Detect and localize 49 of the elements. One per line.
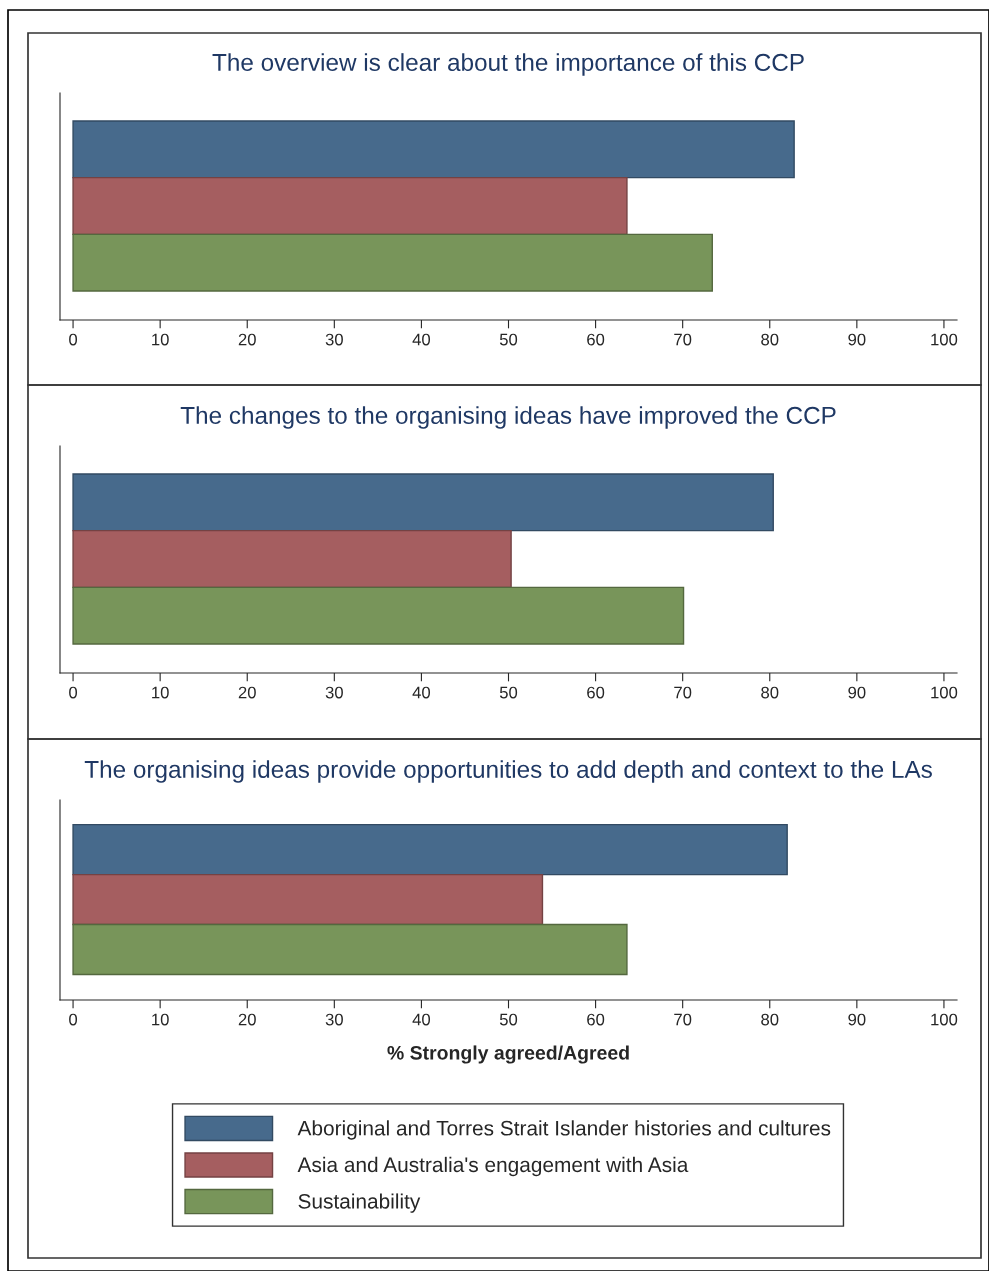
x-tick-label: 60 (587, 1013, 605, 1026)
x-tick-label: 30 (325, 686, 343, 699)
x-tick-label: 80 (761, 333, 779, 346)
x-tick-label: 20 (238, 333, 256, 346)
x-tick-label: 10 (152, 333, 169, 346)
x-tick-label: 0 (69, 333, 78, 346)
x-tick-label: 10 (152, 1013, 169, 1026)
x-tick-label: 70 (674, 1013, 692, 1026)
x-tick-label: 70 (674, 333, 692, 346)
x-tick-label: 0 (69, 686, 78, 699)
x-tick-label: 50 (499, 1013, 518, 1026)
x-tick-label: 40 (412, 1013, 431, 1026)
bar (72, 923, 628, 976)
x-tick-label: 20 (238, 686, 256, 699)
x-tick-label: 50 (499, 333, 518, 346)
x-tick-label: 80 (761, 1013, 779, 1026)
x-tick-label: 80 (761, 686, 779, 699)
x-tick-label: 0 (69, 1013, 78, 1026)
bar (72, 529, 512, 589)
x-tick-label: 30 (325, 1013, 343, 1026)
bar (72, 473, 774, 532)
x-tick-label: 10 (152, 686, 169, 699)
x-tick-label: 60 (587, 686, 605, 699)
x-tick-label: 90 (848, 686, 866, 699)
legend-label: Aboriginal and Torres Strait Islander histories and cultures (297, 1120, 831, 1140)
bar (72, 873, 544, 926)
bar (72, 120, 795, 179)
bar (72, 586, 685, 645)
x-tick-label: 60 (587, 333, 605, 346)
legend-label: Asia and Australia's engagement with Asia (297, 1156, 689, 1177)
x-tick-label: 70 (674, 686, 692, 699)
chart-title: The organising ideas provide opportunities to add depth and context to the LAs (84, 760, 932, 783)
x-tick-label: 90 (848, 1013, 866, 1026)
legend-label: Sustainability (298, 1193, 421, 1213)
x-tick-label: 90 (848, 333, 866, 346)
x-tick-label: 40 (412, 686, 431, 699)
x-axis-title: % Strongly agreed/Agreed (387, 1045, 629, 1064)
chart-title: The changes to the organising ideas have improved the CCP (180, 406, 836, 429)
x-tick-label: 100 (931, 686, 958, 699)
x-tick-label: 50 (499, 686, 518, 699)
bar (72, 176, 628, 236)
bar (72, 823, 788, 876)
chart-title: The overview is clear about the importance of this CCP (212, 53, 804, 76)
x-tick-label: 30 (325, 333, 343, 346)
x-tick-label: 20 (238, 1013, 256, 1026)
x-tick-label: 100 (931, 333, 958, 346)
bar (72, 233, 713, 292)
x-tick-label: 40 (412, 333, 431, 346)
x-tick-label: 100 (931, 1013, 958, 1026)
